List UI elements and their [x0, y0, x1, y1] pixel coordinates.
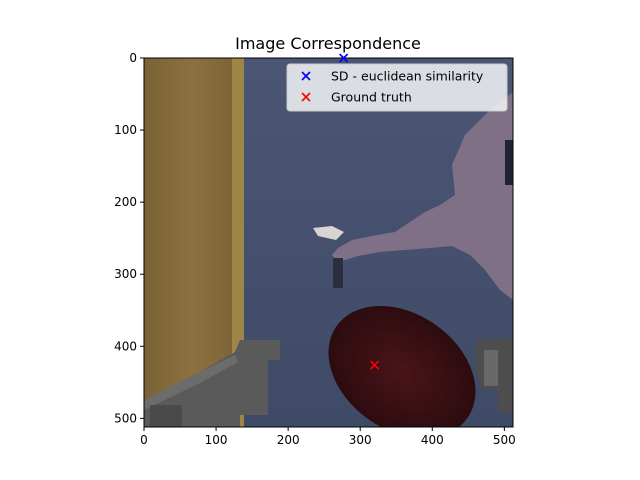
legend: SD - euclidean similarity Ground truth — [286, 63, 508, 112]
legend-box — [286, 63, 508, 112]
y-tick-label: 400 — [114, 339, 137, 353]
legend-marker-0 — [301, 71, 311, 81]
y-tick-label: 0 — [129, 51, 137, 65]
x-tick-label: 400 — [421, 433, 444, 447]
x-tick-label: 200 — [277, 433, 300, 447]
y-tick-label: 100 — [114, 123, 137, 137]
x-axis: 0 100 200 300 400 500 — [140, 427, 516, 447]
data-point-series-0 — [339, 53, 349, 63]
legend-marker-1 — [301, 92, 311, 102]
x-tick-label: 300 — [349, 433, 372, 447]
x-tick-label: 100 — [205, 433, 228, 447]
x-tick-label: 500 — [493, 433, 516, 447]
y-axis: 0 100 200 300 400 500 — [114, 51, 144, 425]
data-markers — [339, 53, 380, 370]
data-point-series-1 — [370, 360, 380, 370]
legend-label-1: Ground truth — [331, 90, 412, 105]
legend-label-0: SD - euclidean similarity — [331, 69, 484, 84]
background-image — [144, 58, 513, 427]
axes-frame — [143, 57, 514, 428]
y-tick-label: 500 — [114, 411, 137, 425]
y-tick-label: 200 — [114, 195, 137, 209]
x-tick-label: 0 — [140, 433, 148, 447]
chart-title: Image Correspondence — [235, 34, 421, 53]
y-tick-label: 300 — [114, 267, 137, 281]
